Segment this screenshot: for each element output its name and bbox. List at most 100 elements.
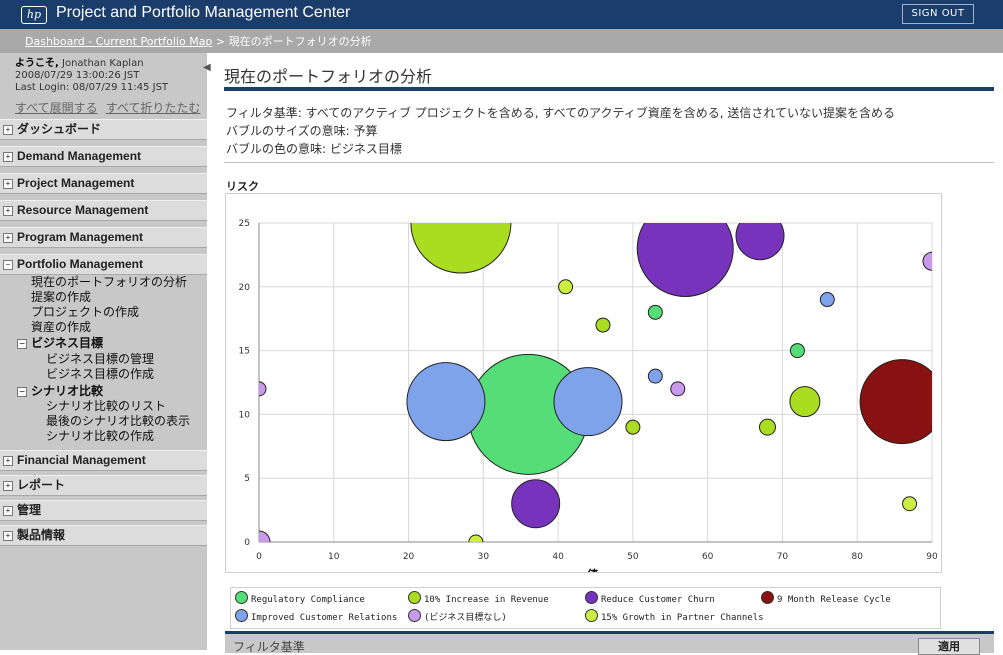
bubble[interactable] <box>735 212 785 261</box>
breadcrumb-separator: > <box>212 35 229 48</box>
user-name: Jonathan Kaplan <box>62 58 144 69</box>
bubble[interactable] <box>636 201 734 298</box>
sidebar-item-create-project[interactable]: プロジェクトの作成 <box>31 305 140 319</box>
welcome-prefix: ようこそ, <box>15 58 59 69</box>
bubble[interactable] <box>819 292 835 308</box>
bubble[interactable] <box>647 304 663 320</box>
sidebar-section-resource-management[interactable]: + Resource Management <box>0 200 207 221</box>
expand-plus-icon[interactable]: + <box>3 531 13 541</box>
sidebar-section-dashboard[interactable]: + ダッシュボード <box>0 119 207 140</box>
expand-plus-icon[interactable]: + <box>3 233 13 243</box>
sidebar-section-label: Portfolio Management <box>17 257 144 271</box>
legend-item: Reduce Customer Churn <box>585 591 715 605</box>
bubble[interactable] <box>406 362 486 442</box>
y-tick-label: 10 <box>239 410 251 420</box>
bubble[interactable] <box>248 530 271 553</box>
x-tick-label: 10 <box>328 552 340 562</box>
section-divider <box>224 162 994 163</box>
bubble[interactable] <box>553 367 623 437</box>
last-login: Last Login: 08/07/29 11:45 JST <box>15 82 169 93</box>
sidebar-group-label: シナリオ比較 <box>31 384 104 398</box>
sidebar-section-program-management[interactable]: + Program Management <box>0 227 207 248</box>
x-tick-label: 60 <box>702 552 714 562</box>
bubble[interactable] <box>902 496 918 512</box>
x-tick-label: 20 <box>403 552 415 562</box>
bubble[interactable] <box>789 343 805 359</box>
sidebar-item-create-proposal[interactable]: 提案の作成 <box>31 290 92 304</box>
legend-item: Improved Customer Relations <box>235 609 397 623</box>
bubble[interactable] <box>511 479 561 529</box>
bubble[interactable] <box>758 418 776 436</box>
sidebar-section-project-management[interactable]: + Project Management <box>0 173 207 194</box>
y-tick-label: 0 <box>244 538 250 548</box>
collapse-all-link[interactable]: すべて折りたたむ <box>105 101 201 115</box>
expand-plus-icon[interactable]: + <box>3 206 13 216</box>
filter-panel-label: フィルタ基準 <box>233 640 305 654</box>
collapse-minus-icon[interactable]: − <box>17 339 27 349</box>
bubble[interactable] <box>252 381 267 397</box>
sidebar-section-product-info[interactable]: + 製品情報 <box>0 525 207 546</box>
collapse-minus-icon[interactable]: − <box>3 260 13 270</box>
legend-swatch-icon <box>585 609 598 622</box>
current-datetime: 2008/07/29 13:00:26 JST <box>15 70 140 81</box>
sidebar-item-create-business-goal[interactable]: ビジネス目標の作成 <box>46 367 155 381</box>
sidebar-group-label: ビジネス目標 <box>31 336 104 350</box>
sidebar-item-show-last-scenario[interactable]: 最後のシナリオ比較の表示 <box>46 414 191 428</box>
expand-plus-icon[interactable]: + <box>3 506 13 516</box>
sidebar-group-scenario-comparison[interactable]: − シナリオ比較 <box>17 382 103 399</box>
sidebar-section-label: Demand Management <box>17 149 142 163</box>
collapse-minus-icon[interactable]: − <box>17 387 27 397</box>
expand-plus-icon[interactable]: + <box>3 125 13 135</box>
x-tick-label: 0 <box>256 552 262 562</box>
bubble[interactable] <box>410 194 512 274</box>
x-tick-label: 90 <box>926 552 938 562</box>
x-tick-label: 50 <box>627 552 639 562</box>
legend-item: Regulatory Compliance <box>235 591 365 605</box>
sidebar-item-manage-business-goals[interactable]: ビジネス目標の管理 <box>46 352 155 366</box>
legend-swatch-icon <box>235 609 248 622</box>
legend-item: 10% Increase in Revenue <box>408 591 549 605</box>
legend-swatch-icon <box>235 591 248 604</box>
sidebar-section-demand-management[interactable]: + Demand Management <box>0 146 207 167</box>
y-tick-label: 5 <box>244 474 250 484</box>
expand-plus-icon[interactable]: + <box>3 179 13 189</box>
sidebar-section-admin[interactable]: + 管理 <box>0 500 207 521</box>
collapse-sidebar-icon[interactable]: ◀ <box>203 62 211 73</box>
expand-plus-icon[interactable]: + <box>3 152 13 162</box>
breadcrumb-current: 現在のポートフォリオの分析 <box>228 35 372 48</box>
sidebar-item-create-asset[interactable]: 資産の作成 <box>31 320 92 334</box>
sign-out-button[interactable]: SIGN OUT <box>902 4 974 24</box>
bubble[interactable] <box>789 386 821 418</box>
x-tick-label: 80 <box>851 552 863 562</box>
sidebar-section-reports[interactable]: + レポート <box>0 475 207 496</box>
sidebar-item-create-scenario[interactable]: シナリオ比較の作成 <box>46 429 155 443</box>
breadcrumb-bar: Dashboard - Current Portfolio Map > 現在のポ… <box>0 29 1003 53</box>
bubble[interactable] <box>670 381 686 397</box>
bubble[interactable] <box>595 317 611 333</box>
sidebar-section-label: 製品情報 <box>17 528 66 542</box>
sidebar-section-label: レポート <box>17 478 66 492</box>
bubble[interactable] <box>625 419 641 435</box>
bubble[interactable] <box>468 534 484 549</box>
bubble[interactable] <box>859 359 941 445</box>
bubble[interactable] <box>647 368 663 384</box>
breadcrumb-link-dashboard[interactable]: Dashboard - Current Portfolio Map <box>25 35 213 48</box>
bubble[interactable] <box>922 251 941 271</box>
expand-plus-icon[interactable]: + <box>3 456 13 466</box>
sidebar-group-business-goals[interactable]: − ビジネス目標 <box>17 334 103 351</box>
expand-plus-icon[interactable]: + <box>3 481 13 491</box>
sidebar-section-label: Program Management <box>17 230 144 244</box>
y-tick-label: 20 <box>239 283 251 293</box>
sidebar-section-label: Project Management <box>17 176 135 190</box>
sidebar-section-financial-management[interactable]: + Financial Management <box>0 450 207 471</box>
sidebar-section-portfolio-management[interactable]: − Portfolio Management <box>0 254 207 275</box>
bubble[interactable] <box>558 279 574 295</box>
app-title: Project and Portfolio Management Center <box>56 4 351 21</box>
sidebar-item-scenario-list[interactable]: シナリオ比較のリスト <box>46 399 167 413</box>
expand-all-link[interactable]: すべて展開する <box>15 101 98 115</box>
sidebar-item-current-portfolio-analysis[interactable]: 現在のポートフォリオの分析 <box>31 275 188 289</box>
top-banner: hp Project and Portfolio Management Cent… <box>0 0 1003 29</box>
legend-swatch-icon <box>408 591 421 604</box>
legend-label: (ビジネス目標なし) <box>424 613 507 623</box>
apply-button[interactable]: 適用 <box>918 638 980 655</box>
